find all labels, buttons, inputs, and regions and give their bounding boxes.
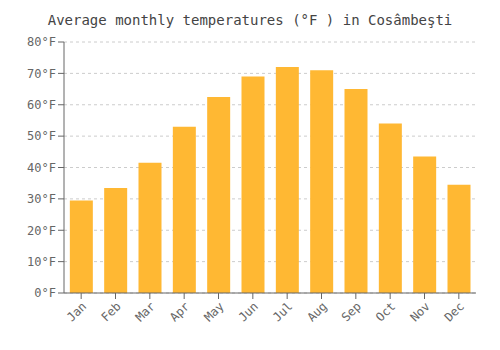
svg-text:Jun: Jun [236, 299, 261, 324]
svg-text:10°F: 10°F [27, 255, 56, 269]
svg-text:Dec: Dec [442, 299, 467, 324]
svg-text:80°F: 80°F [27, 35, 56, 49]
svg-text:60°F: 60°F [27, 98, 56, 112]
svg-text:Aug: Aug [304, 299, 329, 324]
svg-text:20°F: 20°F [27, 224, 56, 238]
svg-text:May: May [201, 299, 226, 324]
svg-text:Sep: Sep [339, 299, 364, 324]
svg-text:40°F: 40°F [27, 161, 56, 175]
svg-text:Feb: Feb [98, 299, 123, 324]
svg-text:0°F: 0°F [34, 286, 56, 300]
svg-text:30°F: 30°F [27, 192, 56, 206]
svg-text:Jan: Jan [64, 299, 89, 324]
svg-text:Apr: Apr [167, 299, 192, 324]
svg-text:50°F: 50°F [27, 129, 56, 143]
svg-text:Jul: Jul [270, 299, 295, 324]
svg-text:Oct: Oct [373, 299, 398, 324]
svg-text:Mar: Mar [133, 299, 158, 324]
html-text:Average monthly temperatures (: Average monthly temperatures (°F ) in Co… [47, 12, 453, 28]
svg-text:70°F: 70°F [27, 67, 56, 81]
svg-text:Nov: Nov [407, 299, 432, 324]
